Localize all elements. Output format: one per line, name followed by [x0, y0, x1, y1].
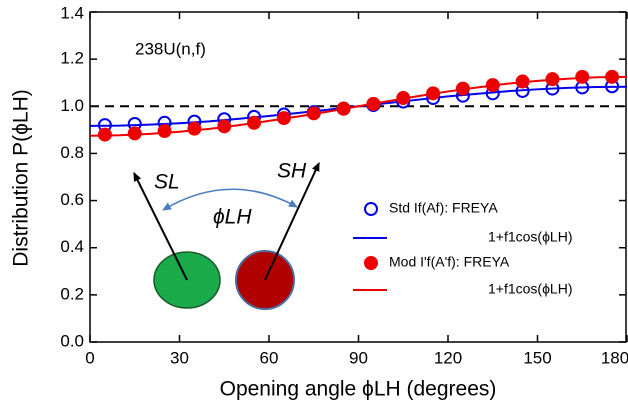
- x-tick-label: 120: [434, 348, 462, 367]
- point: [157, 124, 172, 139]
- diagram: SL SH ϕLH: [133, 160, 320, 310]
- y-tick-label: 0.0: [60, 331, 84, 350]
- x-tick-label: 180: [601, 348, 628, 367]
- y-tick-label: 1.0: [60, 96, 84, 115]
- fit-line: [89, 75, 628, 137]
- arrow: [264, 162, 320, 281]
- x-tick-label: 90: [349, 348, 368, 367]
- y-axis-label: Distribution P(ϕLH): [10, 89, 33, 266]
- point: [187, 121, 202, 136]
- x-tick-label: 30: [170, 348, 189, 367]
- y-tick-label: 0.4: [60, 237, 84, 256]
- legend-marker: [364, 256, 378, 270]
- y-tick-label: 0.8: [60, 143, 84, 162]
- diagram-label: SH: [277, 160, 307, 183]
- y-tick-label: 1.4: [60, 3, 84, 22]
- angle-arc: [162, 188, 298, 211]
- x-axis-label: Opening angle ϕLH (degrees): [220, 378, 497, 401]
- x-tick-label: 60: [260, 348, 279, 367]
- x-tick-label: 0: [85, 348, 94, 367]
- arrow: [133, 172, 188, 281]
- diagram-label: ϕLH: [213, 206, 252, 229]
- y-tick-label: 1.2: [60, 49, 84, 68]
- x-tick-label: 150: [523, 348, 551, 367]
- legend-label: 1+f1cos(ϕLH): [488, 229, 573, 245]
- y-tick-label: 0.6: [60, 190, 84, 209]
- legend-label: Mod I'f(A'f): FREYA: [389, 254, 510, 270]
- annotation: 238U(n,f): [135, 39, 206, 58]
- legend-label: Std If(Af): FREYA: [389, 200, 498, 216]
- y-tick-label: 0.2: [60, 284, 84, 303]
- legend-label: 1+f1cos(ϕLH): [488, 281, 573, 297]
- legend-marker: [364, 202, 378, 216]
- diagram-label: SL: [154, 171, 180, 194]
